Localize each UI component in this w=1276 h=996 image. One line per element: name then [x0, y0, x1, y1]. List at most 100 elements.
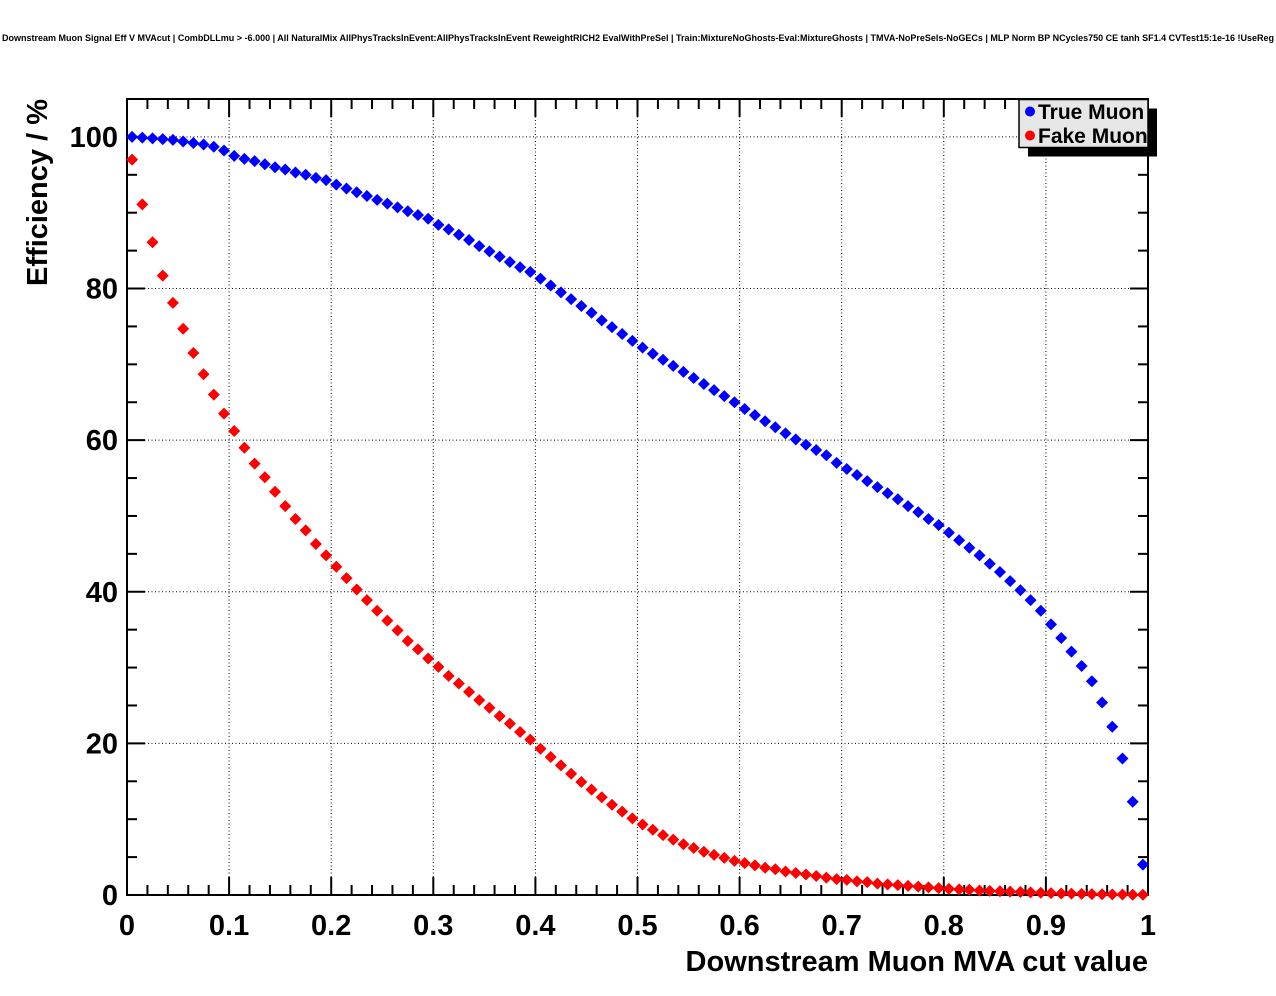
data-point-fake-muon: [840, 873, 853, 886]
data-point-true-muon: [299, 168, 312, 181]
data-point-true-muon: [861, 475, 874, 488]
data-point-true-muon: [830, 456, 843, 469]
data-point-fake-muon: [432, 660, 445, 673]
data-point-fake-muon: [442, 669, 455, 682]
data-point-true-muon: [493, 250, 506, 263]
data-point-fake-muon: [993, 885, 1006, 898]
data-point-fake-muon: [187, 346, 200, 359]
x-tick-label: 0: [119, 910, 135, 942]
data-point-fake-muon: [616, 805, 629, 818]
data-point-fake-muon: [350, 583, 363, 596]
data-point-true-muon: [554, 286, 567, 299]
data-point-fake-muon: [667, 833, 680, 846]
data-point-true-muon: [718, 390, 731, 403]
x-tick-label: 0.7: [822, 910, 862, 942]
data-point-true-muon: [626, 334, 639, 347]
data-point-fake-muon: [156, 269, 169, 282]
data-point-true-muon: [320, 174, 333, 187]
data-point-fake-muon: [585, 783, 598, 796]
data-point-fake-muon: [932, 882, 945, 895]
y-tick-label: 0: [102, 880, 118, 912]
data-point-fake-muon: [636, 818, 649, 831]
data-point-fake-muon: [473, 694, 486, 707]
data-point-true-muon: [238, 152, 251, 165]
data-point-fake-muon: [299, 524, 312, 537]
data-point-true-muon: [146, 132, 159, 145]
data-point-true-muon: [912, 506, 925, 519]
data-point-true-muon: [687, 371, 700, 384]
data-point-true-muon: [524, 265, 537, 278]
data-point-fake-muon: [871, 877, 884, 890]
data-point-fake-muon: [769, 863, 782, 876]
data-point-true-muon: [269, 161, 282, 174]
data-point-fake-muon: [1085, 888, 1098, 901]
data-point-fake-muon: [922, 881, 935, 894]
data-point-true-muon: [871, 481, 884, 494]
x-tick-label: 0.3: [413, 910, 453, 942]
data-point-true-muon: [851, 469, 864, 482]
data-point-true-muon: [197, 138, 210, 151]
data-point-fake-muon: [748, 859, 761, 872]
data-point-fake-muon: [728, 854, 741, 867]
data-point-fake-muon: [1004, 885, 1017, 898]
data-point-true-muon: [677, 365, 690, 378]
data-point-true-muon: [728, 396, 741, 409]
y-tick-label: 60: [86, 425, 118, 457]
data-point-fake-muon: [1045, 887, 1058, 900]
data-point-true-muon: [881, 487, 894, 500]
data-point-fake-muon: [799, 868, 812, 881]
data-point-true-muon: [840, 462, 853, 475]
data-point-true-muon: [748, 409, 761, 422]
data-point-true-muon: [993, 566, 1006, 579]
data-point-fake-muon: [309, 538, 322, 551]
x-axis-title: Downstream Muon MVA cut value: [685, 946, 1148, 978]
data-point-true-muon: [228, 149, 241, 162]
data-point-fake-muon: [1126, 888, 1139, 901]
data-point-fake-muon: [820, 871, 833, 884]
data-point-fake-muon: [779, 865, 792, 878]
data-point-true-muon: [217, 144, 230, 157]
data-point-fake-muon: [289, 512, 302, 525]
data-point-true-muon: [667, 359, 680, 372]
data-point-true-muon: [1136, 858, 1149, 871]
data-point-true-muon: [1096, 696, 1109, 709]
data-point-true-muon: [452, 228, 465, 241]
data-point-fake-muon: [554, 759, 567, 772]
x-tick-label: 1: [1140, 910, 1156, 942]
data-point-fake-muon: [544, 751, 557, 764]
legend-marker-fake-muon: [1025, 130, 1035, 141]
data-point-fake-muon: [146, 236, 159, 249]
data-point-true-muon: [605, 321, 618, 334]
data-point-fake-muon: [810, 870, 823, 883]
data-point-fake-muon: [514, 726, 527, 739]
data-point-true-muon: [1034, 604, 1047, 617]
y-tick-label: 20: [86, 728, 118, 760]
data-point-fake-muon: [1075, 887, 1088, 900]
data-point-fake-muon: [646, 823, 659, 836]
data-point-true-muon: [769, 421, 782, 434]
data-point-true-muon: [1014, 584, 1027, 597]
data-point-true-muon: [207, 140, 220, 153]
data-point-true-muon: [585, 306, 598, 319]
data-point-true-muon: [340, 182, 353, 195]
data-point-true-muon: [1075, 660, 1088, 673]
data-point-fake-muon: [657, 829, 670, 842]
data-point-true-muon: [503, 255, 516, 268]
data-point-fake-muon: [565, 767, 578, 780]
data-point-fake-muon: [708, 848, 721, 861]
data-point-fake-muon: [452, 677, 465, 690]
data-point-fake-muon: [626, 812, 639, 825]
data-point-fake-muon: [1106, 888, 1119, 901]
data-point-true-muon: [350, 186, 363, 199]
data-point-fake-muon: [697, 845, 710, 858]
data-point-true-muon: [902, 500, 915, 513]
data-point-fake-muon: [861, 876, 874, 889]
data-point-true-muon: [779, 427, 792, 440]
data-point-fake-muon: [126, 153, 139, 166]
data-point-fake-muon: [738, 857, 751, 870]
data-point-true-muon: [810, 443, 823, 456]
y-tick-label: 100: [70, 122, 118, 154]
data-point-true-muon: [657, 353, 670, 366]
data-point-true-muon: [514, 261, 527, 274]
data-point-true-muon: [463, 234, 476, 247]
